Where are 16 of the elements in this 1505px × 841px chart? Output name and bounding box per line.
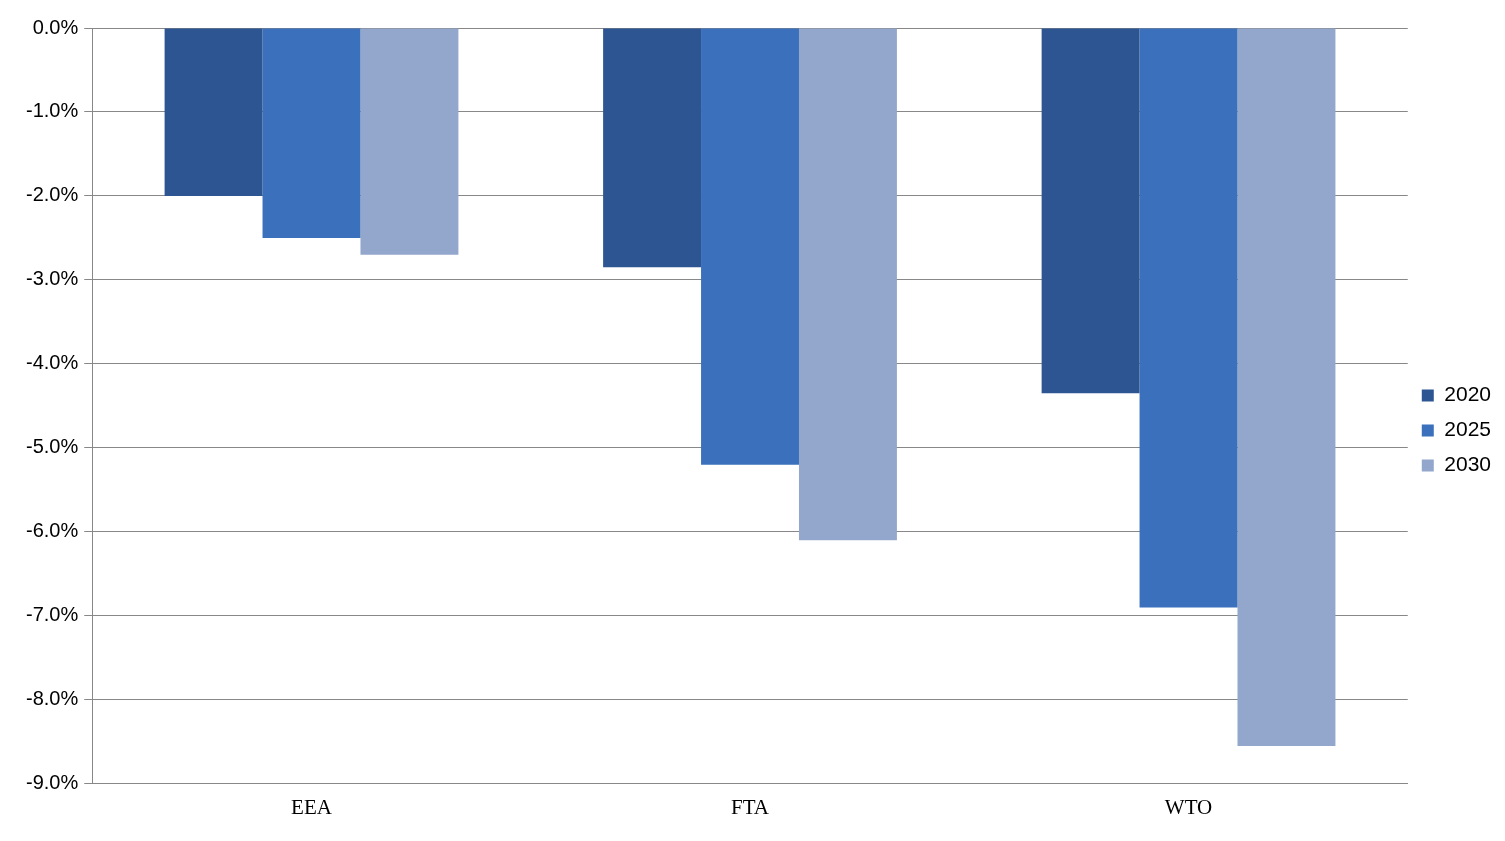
y-tick-label: 0.0% <box>32 15 79 38</box>
y-tick-label: -1.0% <box>26 99 79 122</box>
y-tick-label: -8.0% <box>26 687 79 710</box>
y-tick-label: -5.0% <box>26 435 79 458</box>
x-tick-label: WTO <box>1164 794 1213 819</box>
y-tick-label: -2.0% <box>26 183 79 206</box>
x-tick-label: FTA <box>731 794 770 819</box>
x-tick-label: EEA <box>291 794 333 819</box>
y-tick-label: -6.0% <box>26 519 79 542</box>
legend-label: 2020 <box>1444 382 1491 406</box>
legend-label: 2025 <box>1444 417 1491 441</box>
y-tick-label: -9.0% <box>26 771 79 794</box>
legend-label: 2030 <box>1444 452 1491 476</box>
y-tick-label: -3.0% <box>26 267 79 290</box>
y-tick-label: -7.0% <box>26 603 79 626</box>
y-tick-label: -4.0% <box>26 351 79 374</box>
